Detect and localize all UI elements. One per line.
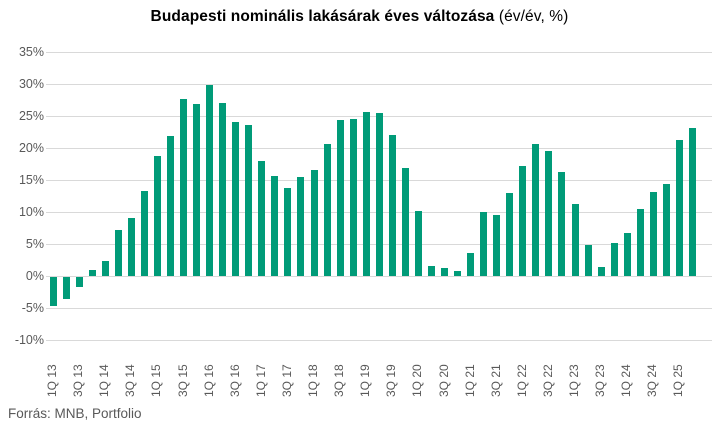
x-axis-tick-label: 1Q 14 bbox=[97, 364, 112, 397]
bar bbox=[310, 170, 318, 276]
x-axis-tick-label: 3Q 15 bbox=[175, 364, 190, 397]
x-axis-tick-label: 1Q 24 bbox=[619, 364, 634, 397]
bar bbox=[153, 155, 161, 276]
y-axis-tick-label: 35% bbox=[18, 45, 44, 59]
bar bbox=[206, 84, 214, 276]
bar bbox=[127, 217, 135, 276]
bar bbox=[688, 127, 696, 276]
source-note: Forrás: MNB, Portfolio bbox=[8, 406, 142, 421]
bar bbox=[414, 210, 422, 276]
x-axis-tick-label: 1Q 15 bbox=[149, 364, 164, 397]
x-axis-tick-label: 1Q 25 bbox=[671, 364, 686, 397]
bar bbox=[388, 134, 396, 276]
gridline bbox=[46, 52, 712, 53]
x-axis-tick-label: 3Q 18 bbox=[332, 364, 347, 397]
bar bbox=[493, 215, 501, 276]
bar bbox=[532, 143, 540, 276]
bar bbox=[558, 172, 566, 276]
bar bbox=[571, 204, 579, 276]
gridline bbox=[46, 308, 712, 309]
bar bbox=[219, 103, 227, 276]
x-axis-tick-label: 3Q 24 bbox=[645, 364, 660, 397]
y-axis-tick-label: 25% bbox=[18, 109, 44, 123]
bar bbox=[88, 269, 96, 276]
x-axis-tick-label: 1Q 23 bbox=[567, 364, 581, 397]
gridline bbox=[46, 340, 712, 341]
x-axis-tick-label: 1Q 18 bbox=[306, 364, 320, 397]
bar bbox=[649, 191, 657, 276]
chart-title: Budapesti nominális lakásárak éves válto… bbox=[0, 8, 719, 26]
bar bbox=[375, 112, 383, 276]
x-axis-tick-label: 1Q 21 bbox=[462, 364, 477, 397]
x-axis-tick-label: 3Q 17 bbox=[279, 364, 294, 397]
y-axis-tick-label: -5% bbox=[21, 301, 44, 315]
bar bbox=[245, 124, 253, 276]
x-axis-tick-label: 1Q 20 bbox=[410, 364, 425, 397]
bar bbox=[336, 119, 344, 276]
bar bbox=[297, 177, 305, 276]
x-axis-tick-label: 1Q 19 bbox=[358, 364, 373, 397]
bar bbox=[454, 270, 462, 276]
bar bbox=[662, 183, 670, 276]
bar bbox=[49, 277, 57, 307]
bar bbox=[232, 122, 240, 276]
bar bbox=[75, 277, 83, 288]
x-axis-tick-label: 1Q 13 bbox=[45, 364, 59, 397]
bar bbox=[166, 135, 174, 276]
bar bbox=[101, 260, 109, 276]
y-axis-tick-label: 5% bbox=[25, 237, 44, 251]
bar bbox=[349, 118, 357, 276]
bar bbox=[480, 212, 488, 276]
y-axis-tick-label: 10% bbox=[18, 205, 44, 219]
bar bbox=[284, 187, 292, 276]
bar bbox=[271, 176, 279, 276]
bar bbox=[193, 103, 201, 276]
bar bbox=[519, 165, 527, 276]
y-axis-tick-label: 15% bbox=[18, 173, 44, 187]
bar bbox=[401, 167, 409, 276]
bar bbox=[545, 150, 553, 276]
y-axis-tick-label: -10% bbox=[14, 333, 44, 347]
bar bbox=[467, 252, 475, 276]
x-axis-tick-label: 3Q 23 bbox=[593, 364, 608, 397]
chart-title-main: Budapesti nominális lakásárak éves válto… bbox=[150, 8, 495, 25]
bar bbox=[610, 242, 618, 276]
x-axis-tick-label: 1Q 22 bbox=[514, 364, 529, 397]
bar bbox=[636, 209, 644, 276]
bar bbox=[427, 266, 435, 276]
bar bbox=[114, 229, 122, 276]
chart-title-unit: (év/év, %) bbox=[494, 8, 569, 25]
x-axis-tick-label: 3Q 20 bbox=[436, 364, 451, 397]
y-axis-tick-label: 30% bbox=[18, 77, 44, 91]
x-axis-tick-label: 3Q 13 bbox=[71, 364, 86, 397]
x-axis-tick-label: 1Q 17 bbox=[253, 364, 268, 397]
x-axis-tick-label: 3Q 16 bbox=[227, 364, 242, 397]
bar bbox=[623, 233, 631, 276]
bar bbox=[441, 267, 448, 276]
y-axis-tick-label: 20% bbox=[18, 141, 44, 155]
bar bbox=[140, 190, 148, 276]
bar bbox=[506, 192, 514, 276]
bar bbox=[258, 161, 266, 276]
bar bbox=[323, 144, 331, 276]
x-axis-tick-label: 3Q 21 bbox=[488, 364, 503, 397]
gridline bbox=[46, 84, 712, 85]
x-axis-tick-label: 3Q 14 bbox=[123, 364, 138, 397]
bar bbox=[62, 277, 70, 299]
bar bbox=[597, 267, 605, 276]
bar bbox=[584, 244, 592, 276]
gridline bbox=[46, 276, 712, 277]
y-axis-tick-label: 0% bbox=[25, 269, 44, 283]
x-axis-tick-label: 3Q 22 bbox=[540, 364, 555, 397]
x-axis-tick-label: 3Q 19 bbox=[384, 364, 399, 397]
x-axis-tick-label: 1Q 16 bbox=[201, 364, 216, 397]
bar bbox=[180, 99, 187, 276]
bar bbox=[675, 139, 683, 276]
bar bbox=[362, 112, 370, 276]
